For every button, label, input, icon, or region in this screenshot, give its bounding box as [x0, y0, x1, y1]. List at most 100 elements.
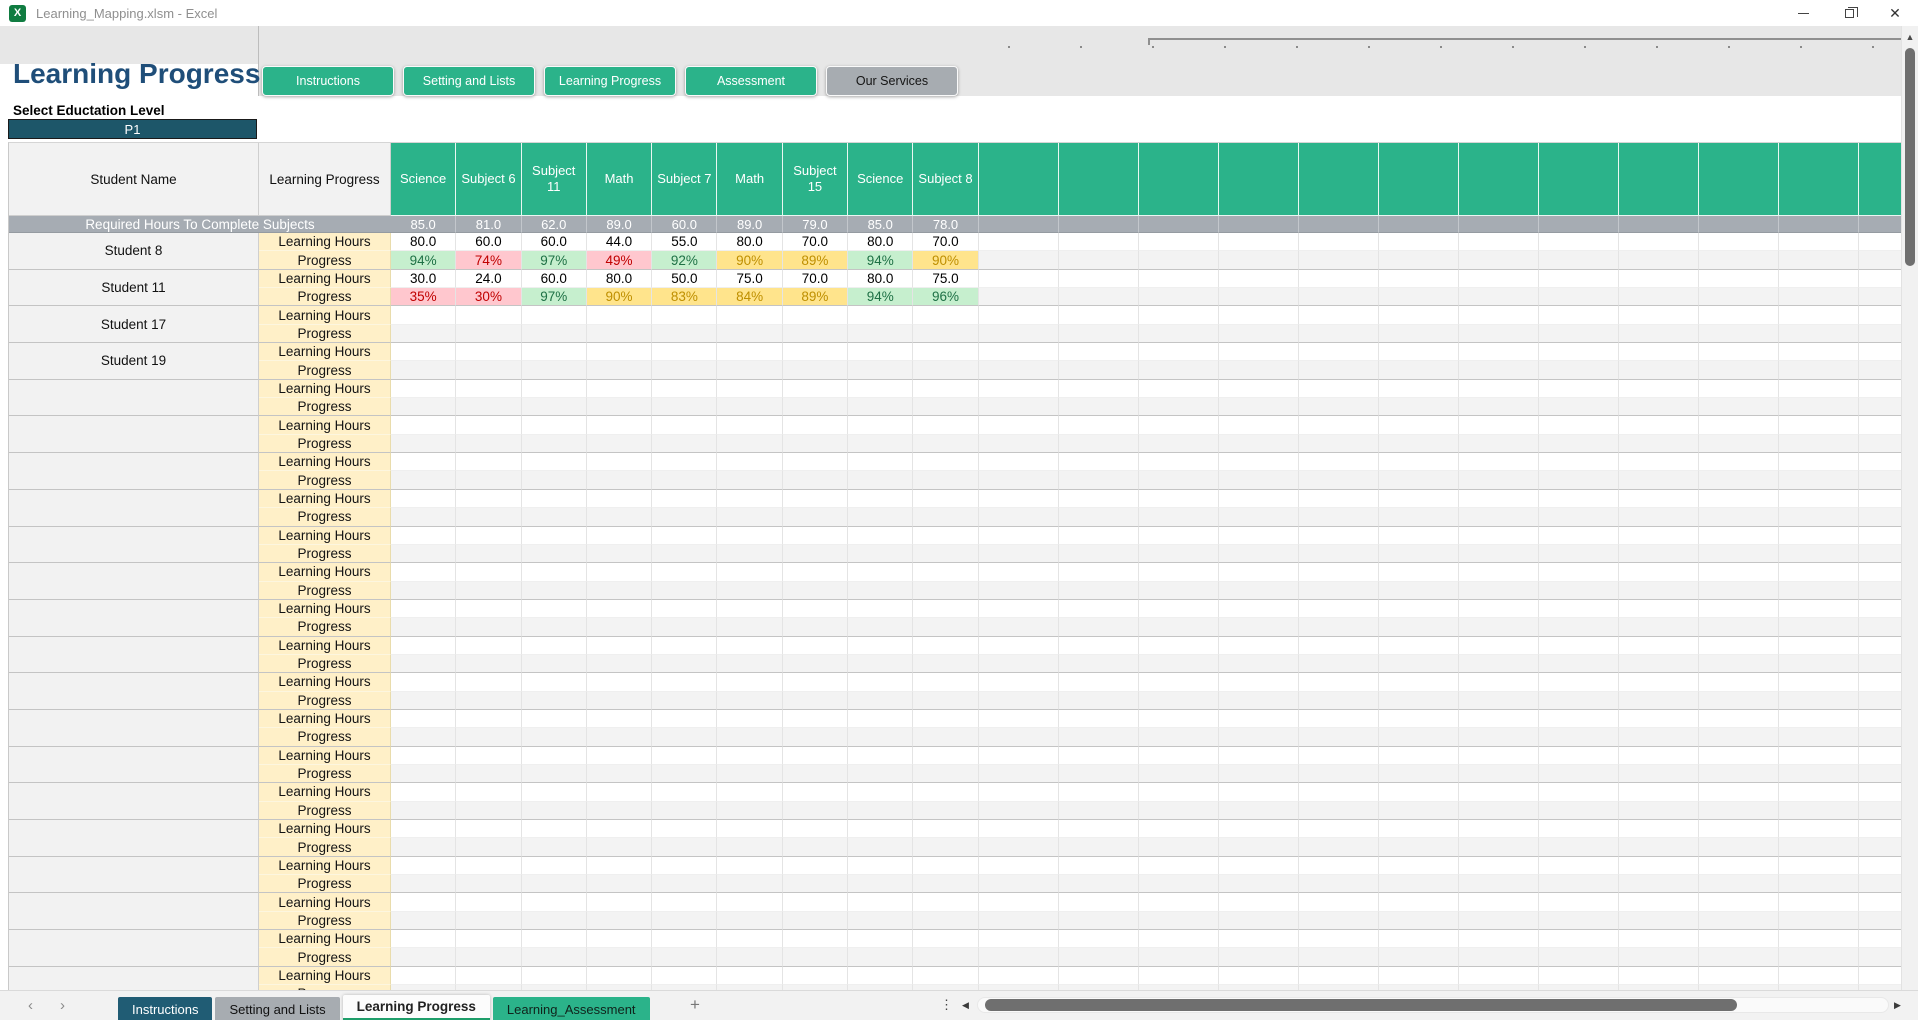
- progress-cell[interactable]: [1298, 288, 1379, 307]
- progress-cell[interactable]: [1378, 985, 1459, 990]
- progress-cell[interactable]: [1458, 581, 1539, 600]
- progress-cell[interactable]: [391, 434, 457, 454]
- learning-hours-cell[interactable]: [978, 306, 1059, 325]
- learning-hours-cell[interactable]: [1218, 930, 1299, 949]
- add-sheet-button[interactable]: +: [690, 995, 700, 1014]
- progress-cell[interactable]: [717, 581, 783, 600]
- learning-hours-cell[interactable]: [1698, 526, 1779, 545]
- learning-hours-cell[interactable]: [1378, 526, 1459, 545]
- learning-hours-cell[interactable]: [1858, 453, 1901, 472]
- learning-hours-cell[interactable]: [782, 966, 849, 986]
- learning-hours-cell[interactable]: [456, 893, 522, 912]
- learning-hours-cell[interactable]: [391, 856, 457, 876]
- learning-hours-cell[interactable]: [913, 306, 979, 325]
- learning-hours-cell[interactable]: [1618, 746, 1699, 765]
- learning-hours-cell[interactable]: [1458, 233, 1539, 252]
- progress-cell[interactable]: [1138, 618, 1219, 637]
- learning-hours-cell[interactable]: [1778, 233, 1859, 252]
- progress-cell[interactable]: [521, 764, 587, 784]
- learning-hours-cell[interactable]: [717, 746, 783, 765]
- progress-cell[interactable]: [848, 838, 914, 857]
- learning-hours-cell[interactable]: [391, 709, 457, 729]
- progress-cell[interactable]: [456, 654, 522, 674]
- learning-hours-cell[interactable]: [1138, 820, 1219, 839]
- progress-cell[interactable]: [1858, 875, 1901, 894]
- progress-cell[interactable]: 90%: [586, 288, 653, 307]
- progress-cell[interactable]: [652, 398, 718, 417]
- learning-hours-cell[interactable]: [848, 636, 914, 655]
- learning-hours-cell[interactable]: [1058, 966, 1139, 986]
- progress-cell[interactable]: [391, 508, 457, 527]
- progress-cell[interactable]: [1378, 838, 1459, 857]
- learning-hours-cell[interactable]: [521, 343, 587, 362]
- learning-hours-cell[interactable]: [1858, 893, 1901, 912]
- learning-hours-cell[interactable]: [1778, 746, 1859, 765]
- progress-cell[interactable]: [456, 838, 522, 857]
- progress-cell[interactable]: [1458, 801, 1539, 820]
- learning-hours-cell[interactable]: [782, 489, 849, 509]
- learning-hours-cell[interactable]: [1618, 453, 1699, 472]
- learning-hours-cell[interactable]: [456, 856, 522, 876]
- progress-cell[interactable]: [652, 654, 718, 674]
- learning-hours-cell[interactable]: [652, 893, 718, 912]
- progress-cell[interactable]: [1058, 654, 1139, 674]
- progress-cell[interactable]: [1538, 398, 1619, 417]
- learning-hours-cell[interactable]: [717, 453, 783, 472]
- learning-hours-cell[interactable]: [1778, 526, 1859, 545]
- progress-cell[interactable]: [1458, 654, 1539, 674]
- learning-hours-cell[interactable]: [848, 306, 914, 325]
- learning-hours-cell[interactable]: [1698, 233, 1779, 252]
- progress-cell[interactable]: [1618, 471, 1699, 490]
- student-name-cell[interactable]: Student 19: [9, 343, 259, 380]
- progress-cell[interactable]: [978, 801, 1059, 820]
- progress-cell[interactable]: [1458, 324, 1539, 344]
- progress-cell[interactable]: [586, 985, 653, 990]
- learning-hours-cell[interactable]: [1538, 930, 1619, 949]
- learning-hours-cell[interactable]: 70.0: [913, 233, 979, 252]
- learning-hours-cell[interactable]: [1458, 673, 1539, 692]
- learning-hours-cell[interactable]: [1058, 453, 1139, 472]
- progress-cell[interactable]: [913, 691, 979, 710]
- progress-cell[interactable]: [456, 618, 522, 637]
- learning-hours-cell[interactable]: [1298, 343, 1379, 362]
- learning-hours-cell[interactable]: [586, 453, 653, 472]
- learning-hours-cell[interactable]: [652, 489, 718, 509]
- learning-hours-cell[interactable]: [1858, 709, 1901, 729]
- learning-hours-cell[interactable]: [1698, 343, 1779, 362]
- learning-hours-cell[interactable]: [913, 893, 979, 912]
- progress-cell[interactable]: [1778, 288, 1859, 307]
- learning-hours-cell[interactable]: 80.0: [586, 269, 653, 289]
- learning-hours-cell[interactable]: [456, 306, 522, 325]
- progress-cell[interactable]: [1618, 251, 1699, 270]
- progress-cell[interactable]: [1778, 948, 1859, 967]
- learning-hours-cell[interactable]: [913, 563, 979, 582]
- progress-cell[interactable]: [586, 324, 653, 344]
- learning-hours-cell[interactable]: [1058, 599, 1139, 619]
- progress-cell[interactable]: [391, 838, 457, 857]
- progress-cell[interactable]: [1058, 728, 1139, 747]
- progress-cell[interactable]: [1298, 361, 1379, 380]
- progress-cell[interactable]: [521, 324, 587, 344]
- learning-hours-cell[interactable]: [782, 599, 849, 619]
- progress-cell[interactable]: [782, 728, 849, 747]
- progress-cell[interactable]: [1058, 434, 1139, 454]
- learning-hours-cell[interactable]: [782, 930, 849, 949]
- progress-cell[interactable]: [1778, 654, 1859, 674]
- learning-hours-cell[interactable]: [1618, 893, 1699, 912]
- learning-hours-cell[interactable]: [978, 599, 1059, 619]
- progress-cell[interactable]: 94%: [848, 288, 914, 307]
- learning-hours-cell[interactable]: [1618, 930, 1699, 949]
- progress-cell[interactable]: [1618, 434, 1699, 454]
- progress-cell[interactable]: [1618, 581, 1699, 600]
- progress-cell[interactable]: [391, 911, 457, 931]
- learning-hours-cell[interactable]: [391, 306, 457, 325]
- progress-cell[interactable]: 30%: [456, 288, 522, 307]
- learning-hours-cell[interactable]: [782, 673, 849, 692]
- progress-cell[interactable]: [1138, 875, 1219, 894]
- learning-hours-cell[interactable]: [391, 453, 457, 472]
- progress-cell[interactable]: [1378, 948, 1459, 967]
- learning-hours-cell[interactable]: [1858, 856, 1901, 876]
- learning-hours-cell[interactable]: [1538, 269, 1619, 289]
- learning-hours-cell[interactable]: [1458, 820, 1539, 839]
- progress-cell[interactable]: [913, 471, 979, 490]
